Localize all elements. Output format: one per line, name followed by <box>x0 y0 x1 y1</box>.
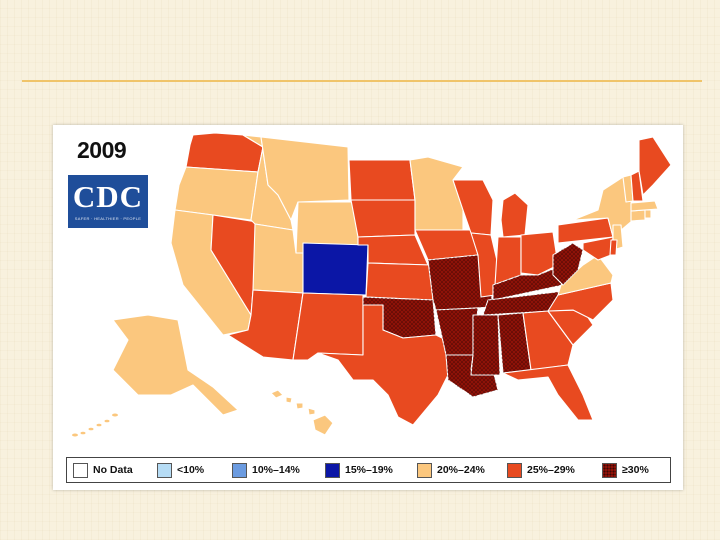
us-choropleth-map <box>72 132 672 437</box>
legend-swatch-15-19 <box>325 463 340 478</box>
legend-label-15-19: 15%–19% <box>345 464 393 476</box>
state-ND <box>348 159 416 201</box>
state-NM <box>292 292 364 361</box>
dot-pattern-overlay <box>363 297 436 338</box>
state-TX <box>317 304 449 426</box>
cdc-logo-tagline: SAFER · HEALTHIER · PEOPLE <box>74 216 142 221</box>
legend-label-25-29: 25%–29% <box>527 464 575 476</box>
state-OH <box>520 231 559 276</box>
legend-label-no-data: No Data <box>93 464 133 476</box>
dot-pattern-overlay <box>428 255 493 310</box>
state-CT <box>630 209 646 222</box>
dot-pattern-overlay <box>498 313 531 373</box>
dot-pattern-overlay <box>471 315 500 375</box>
year-title: 2009 <box>77 137 127 163</box>
cdc-logo: CDC SAFER · HEALTHIER · PEOPLE <box>68 175 148 228</box>
state-VA <box>557 254 614 296</box>
slide-divider <box>22 80 702 82</box>
legend-swatch-lt10 <box>157 463 172 478</box>
legend-label-10-14: 10%–14% <box>252 464 300 476</box>
dot-pattern-overlay <box>553 243 583 285</box>
cdc-logo-text: CDC <box>72 179 144 214</box>
legend-swatch-10-14 <box>232 463 247 478</box>
legend-swatch-20-24 <box>417 463 432 478</box>
state-FL <box>502 364 594 421</box>
state-AK <box>112 314 239 416</box>
state-DE <box>609 239 618 256</box>
state-MN <box>409 156 464 231</box>
state-HI <box>270 389 334 436</box>
state-KS <box>365 262 434 301</box>
dot-pattern-overlay <box>436 308 478 355</box>
obesity-map-figure: 2009 CDC SAFER · HEALTHIER · PEOPLE <box>53 125 683 490</box>
legend-label-lt10: <10% <box>177 464 205 476</box>
map-legend: No Data <10% 10%–14% 15%–19% 20%–24% 25%… <box>66 457 671 483</box>
state-NE <box>357 234 429 266</box>
legend-swatch-ge30 <box>602 463 617 478</box>
dot-pattern-overlay <box>493 267 563 300</box>
state-GA <box>522 310 574 371</box>
state-MA <box>630 200 659 212</box>
state-ME <box>638 136 672 196</box>
legend-swatch-25-29 <box>507 463 522 478</box>
state-RI <box>644 209 652 219</box>
state-MD <box>582 236 614 261</box>
legend-label-ge30: ≥30% <box>622 464 649 476</box>
state-MI <box>500 192 529 238</box>
legend-label-20-24: 20%–24% <box>437 464 485 476</box>
state-SD <box>350 199 416 238</box>
state-CO <box>302 242 369 296</box>
legend-swatch-no-data <box>73 463 88 478</box>
alaska-aleutian-islands <box>72 413 118 437</box>
dot-pattern-overlay <box>446 355 498 397</box>
state-UT <box>252 223 304 294</box>
state-MT <box>260 136 350 221</box>
